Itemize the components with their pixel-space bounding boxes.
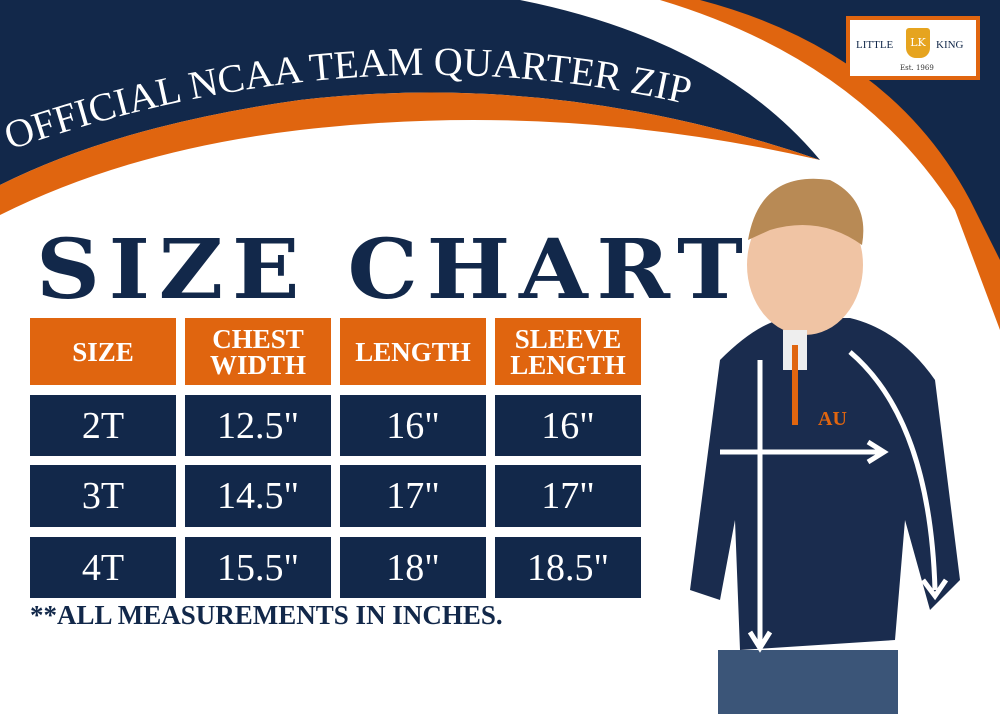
table-cell: 2T	[30, 395, 176, 456]
little-king-logo: LITTLE LK KING Est. 1969	[846, 16, 980, 80]
table-cell: 17"	[495, 465, 641, 527]
table-cell: 18.5"	[495, 537, 641, 598]
size-chart-title: SIZE CHART	[36, 222, 752, 318]
table-header-cell: SIZE	[30, 318, 176, 385]
table-header-cell: CHEST WIDTH	[185, 318, 331, 385]
table-cell: 3T	[30, 465, 176, 527]
model-illustration: AU	[690, 178, 960, 714]
logo-left-text: LITTLE	[856, 39, 894, 51]
logo-monogram: LK	[910, 36, 926, 49]
table-cell: 12.5"	[185, 395, 331, 456]
table-cell: 4T	[30, 537, 176, 598]
table-cell: 14.5"	[185, 465, 331, 527]
table-cell: 16"	[340, 395, 486, 456]
table-cell: 18"	[340, 537, 486, 598]
table-header-cell: LENGTH	[340, 318, 486, 385]
crown-icon: LK	[906, 28, 930, 58]
table-header-cell: SLEEVE LENGTH	[495, 318, 641, 385]
svg-text:AU: AU	[818, 408, 847, 430]
logo-right-text: KING	[936, 39, 964, 51]
table-cell: 15.5"	[185, 537, 331, 598]
table-cell: 16"	[495, 395, 641, 456]
measurement-note: **ALL MEASUREMENTS IN INCHES.	[30, 600, 503, 630]
table-cell: 17"	[340, 465, 486, 527]
logo-est: Est. 1969	[900, 64, 934, 72]
